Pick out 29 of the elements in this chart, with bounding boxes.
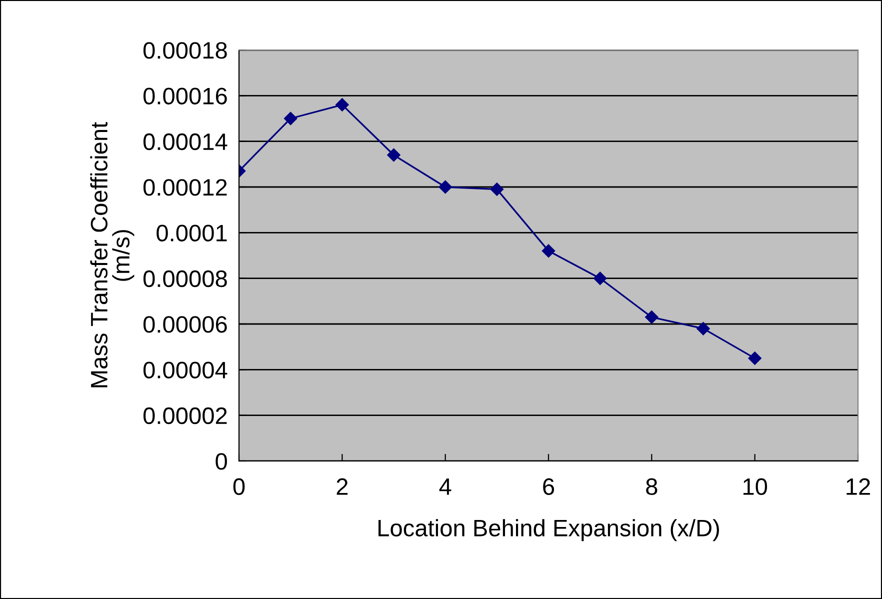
point: [336, 98, 349, 112]
point: [593, 272, 607, 285]
x-tick-label: 0: [233, 478, 245, 496]
point: [284, 112, 298, 126]
y-tick-label: 0: [216, 453, 227, 470]
y-tick-label: 0.00018: [143, 42, 227, 59]
point: [438, 180, 452, 194]
point: [387, 148, 400, 162]
x-tick-label: 2: [336, 478, 348, 495]
y-tick-label: 0.00014: [143, 133, 228, 150]
point: [645, 310, 658, 324]
y-tick-label: 0.00008: [143, 270, 227, 288]
point: [748, 352, 762, 365]
y-tick-label: 0.00002: [143, 407, 227, 424]
x-axis-title: Location Behind Expansion (x/D): [378, 519, 719, 542]
point: [696, 322, 710, 336]
point: [542, 244, 556, 258]
y-tick-label: 0.00012: [143, 179, 227, 196]
x-tick-label: 8: [646, 478, 658, 496]
x-tick-label: 12: [846, 478, 870, 495]
y-tick-label: 0.00016: [143, 88, 227, 104]
x-tick-label: 4: [439, 478, 452, 495]
y-tick-label: 0.00006: [143, 316, 227, 333]
y-tick-label: 0.0001: [156, 224, 227, 242]
y-axis-title: Mass Transfer Coefficient (m/s): [90, 122, 134, 388]
x-tick-label: 6: [543, 478, 554, 496]
y-tick-label: 0.00004: [143, 362, 228, 378]
point: [490, 182, 504, 196]
x-tick-label: 10: [744, 478, 768, 496]
